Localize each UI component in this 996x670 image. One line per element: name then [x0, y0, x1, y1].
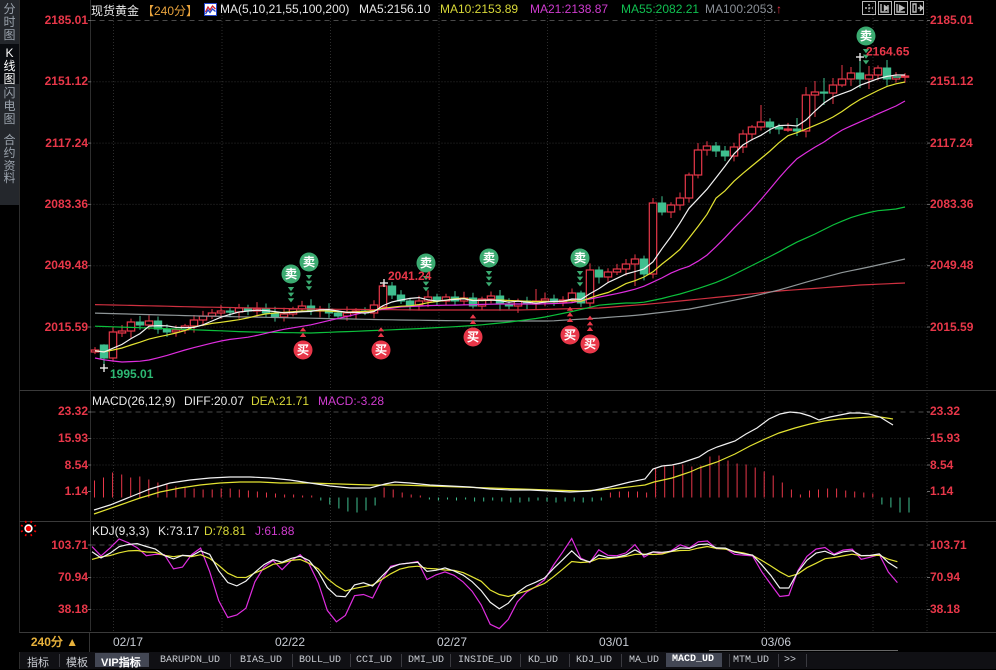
svg-text:买: 买	[467, 330, 479, 344]
svg-text:卖: 卖	[574, 250, 586, 265]
svg-text:卖: 卖	[483, 250, 495, 265]
svg-text:卖: 卖	[285, 266, 297, 281]
svg-text:买: 买	[564, 328, 576, 342]
svg-text:2041.24: 2041.24	[388, 269, 432, 283]
svg-text:买: 买	[584, 337, 596, 351]
svg-text:1995.01: 1995.01	[110, 367, 154, 381]
svg-text:买: 买	[297, 343, 309, 357]
svg-text:2164.65: 2164.65	[866, 45, 910, 59]
svg-text:卖: 卖	[860, 28, 872, 43]
svg-text:卖: 卖	[420, 255, 432, 270]
svg-text:买: 买	[375, 343, 387, 357]
svg-text:卖: 卖	[303, 254, 315, 269]
